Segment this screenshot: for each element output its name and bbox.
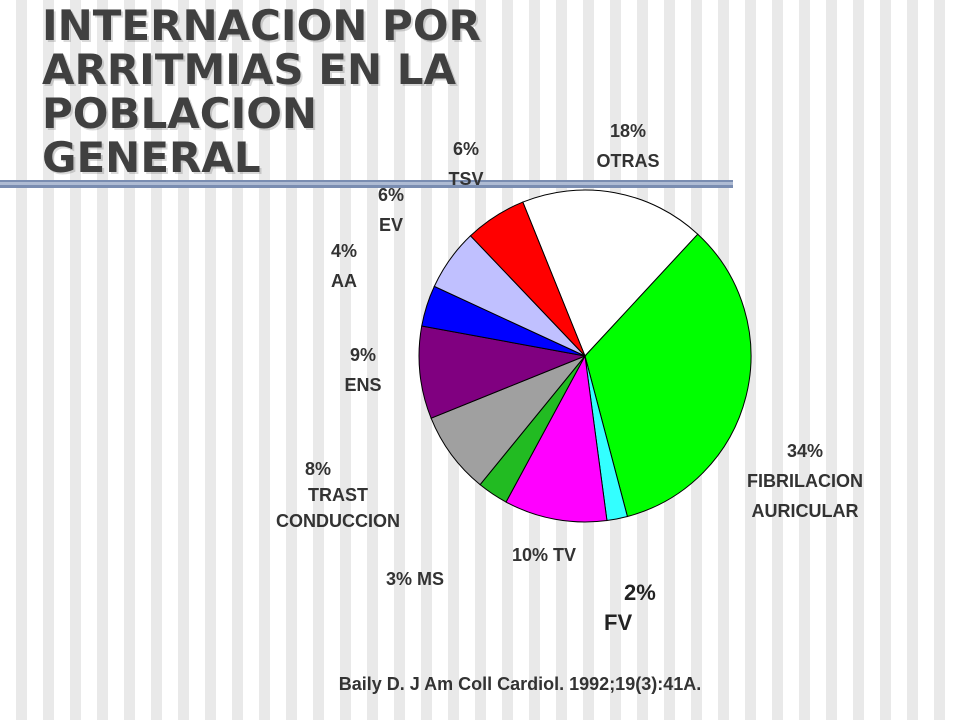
label-ens-name: ENS (344, 375, 382, 395)
label-fibrilacion: 34% FIBRILACION AURICULAR (710, 436, 900, 526)
label-tv-name: TV (553, 545, 577, 565)
label-aa-pct: 4% (330, 241, 357, 261)
label-otras-name: OTRAS (596, 151, 660, 171)
pie-slice-fibrilacion-auricular (584, 233, 752, 518)
label-ms-name: MS (417, 569, 445, 589)
citation: Baily D. J Am Coll Cardiol. 1992;19(3):4… (338, 674, 702, 694)
label-ens-pct: 9% (349, 345, 376, 365)
label-tv: 10% TV (494, 540, 594, 570)
label-ens: 9% ENS (303, 340, 423, 400)
label-ev: 6% EV (331, 180, 451, 240)
pie-slice-otras (522, 189, 699, 357)
label-fv: 2% FV (594, 578, 694, 638)
label-aa: 4% AA (284, 236, 404, 296)
label-aa-name: AA (331, 271, 357, 291)
pie-slice-tv (505, 354, 608, 523)
label-trast-name: TRAST CONDUCCION (276, 485, 400, 531)
label-tv-pct: 10% (511, 545, 548, 565)
label-ms: 3% MS (370, 564, 460, 594)
label-tsv: 6% TSV (406, 134, 526, 194)
label-trast-pct: 8% (304, 459, 331, 479)
label-fa-pct: 34% (786, 441, 824, 461)
label-ms-pct: 3% (385, 569, 412, 589)
label-tsv-pct: 6% (452, 139, 479, 159)
label-otras: 18% OTRAS (568, 116, 688, 176)
slide-title: INTERNACION POR ARRITMIAS EN LA POBLACIO… (42, 1, 481, 182)
pie-slice-tsv (469, 201, 586, 357)
pie-slice-ens (418, 325, 587, 419)
title-underline (0, 180, 733, 188)
label-trast-conduccion: 8% TRAST CONDUCCION (238, 456, 438, 534)
label-fa-name: FIBRILACION AURICULAR (747, 471, 863, 521)
label-ev-pct: 6% (377, 185, 404, 205)
label-fv-name: FV (604, 610, 633, 635)
label-fv-pct: 2% (624, 580, 656, 605)
label-tsv-name: TSV (448, 169, 484, 189)
label-ev-name: EV (378, 215, 403, 235)
label-otras-pct: 18% (609, 121, 647, 141)
